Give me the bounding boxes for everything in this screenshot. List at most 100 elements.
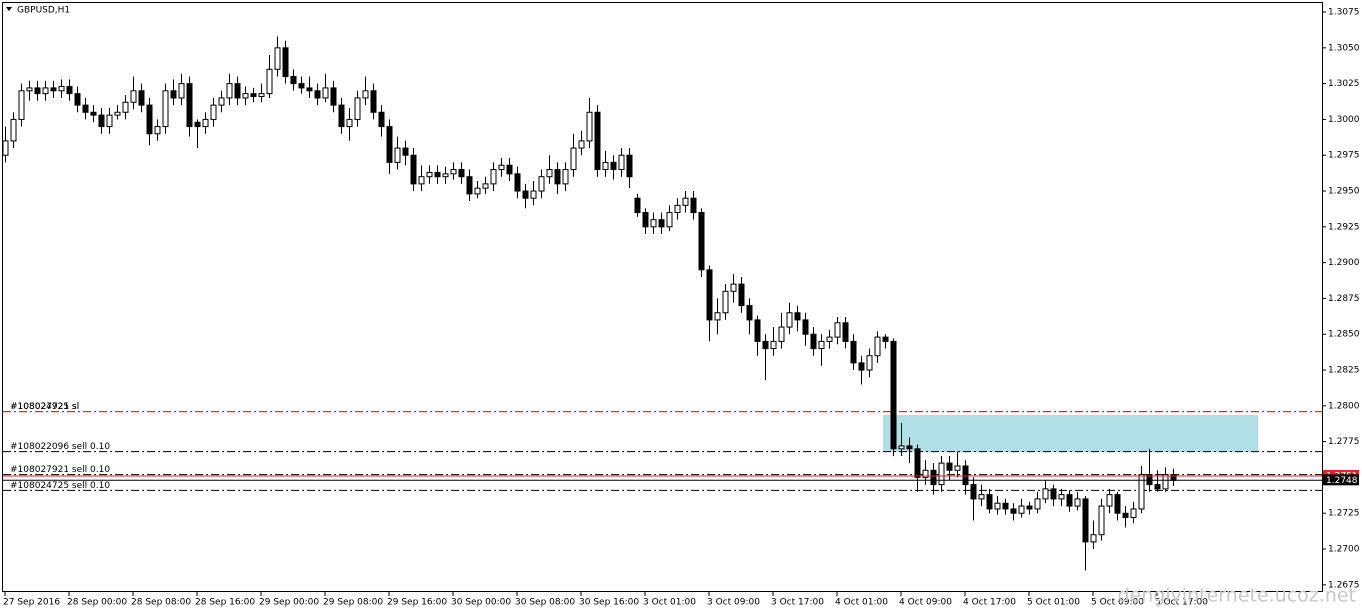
candle-body bbox=[690, 197, 697, 214]
candle-body bbox=[754, 319, 761, 342]
candle-body bbox=[650, 219, 657, 228]
candle-body bbox=[274, 47, 281, 70]
candle-body bbox=[1074, 498, 1081, 507]
x-tick-label: 29 Sep 08:00 bbox=[323, 598, 383, 608]
candle-body bbox=[490, 169, 497, 185]
y-tick-label: 1.2700 bbox=[1328, 545, 1360, 555]
plot-border bbox=[2, 2, 1323, 592]
candle-body bbox=[242, 93, 249, 99]
candle-body bbox=[826, 336, 833, 342]
candle-body bbox=[874, 336, 881, 357]
candle-body bbox=[290, 75, 297, 85]
candle-body bbox=[794, 312, 801, 321]
menu-arrow[interactable] bbox=[6, 7, 12, 11]
candle-body bbox=[562, 169, 569, 185]
candle-body bbox=[714, 312, 721, 321]
y-tick-label: 1.2850 bbox=[1328, 330, 1360, 340]
candle-body bbox=[994, 502, 1001, 510]
candle-body bbox=[122, 101, 129, 113]
candle-body bbox=[674, 204, 681, 214]
candle-body bbox=[634, 197, 641, 214]
x-tick-label: 5 Oct 01:00 bbox=[1027, 598, 1080, 608]
x-tick-label: 4 Oct 17:00 bbox=[963, 598, 1016, 608]
candle-body bbox=[730, 283, 737, 292]
x-tick-label: 5 Oct 09:00 bbox=[1091, 598, 1144, 608]
candle-body bbox=[482, 183, 489, 189]
candle-body bbox=[802, 319, 809, 335]
candle-body bbox=[98, 114, 105, 128]
candle-body bbox=[570, 147, 577, 171]
y-tick-label: 1.2925 bbox=[1328, 222, 1360, 232]
candle-body bbox=[42, 87, 49, 95]
candle-body bbox=[354, 97, 361, 120]
candle-body bbox=[1170, 474, 1177, 481]
candle-body bbox=[330, 87, 337, 106]
candle-body bbox=[538, 176, 545, 192]
candle-body bbox=[178, 83, 185, 99]
x-tick-label: 3 Oct 17:00 bbox=[771, 598, 824, 608]
candle-body bbox=[642, 212, 649, 228]
candle-body bbox=[1082, 498, 1089, 543]
x-tick-label: 30 Sep 00:00 bbox=[451, 598, 511, 608]
candle-body bbox=[258, 93, 265, 98]
candle-body bbox=[226, 83, 233, 99]
candle-body bbox=[914, 448, 921, 478]
candle-body bbox=[1106, 494, 1113, 507]
candle-body bbox=[954, 465, 961, 471]
candle-body bbox=[450, 169, 457, 175]
candle-body bbox=[202, 118, 209, 128]
order-label: #108024725 sell 0.10 bbox=[10, 481, 110, 491]
candle-body bbox=[618, 154, 625, 171]
candle-body bbox=[898, 445, 905, 450]
watermark: dengivinternete.ucoz.net bbox=[1117, 585, 1356, 607]
candle-body bbox=[578, 140, 585, 149]
x-tick-label: 4 Oct 09:00 bbox=[899, 598, 952, 608]
candle-body bbox=[1146, 474, 1153, 486]
y-tick-label: 1.3000 bbox=[1328, 115, 1360, 125]
candle-body bbox=[114, 111, 121, 116]
x-tick-label: 28 Sep 00:00 bbox=[67, 598, 127, 608]
order-label: #108024725 sl bbox=[10, 402, 79, 412]
candle-body bbox=[842, 322, 849, 342]
candle-body bbox=[962, 465, 969, 486]
candle-body bbox=[418, 176, 425, 185]
candle-body bbox=[506, 164, 513, 175]
candle-body bbox=[378, 111, 385, 128]
candle-body bbox=[298, 83, 305, 89]
candle-body bbox=[426, 171, 433, 178]
candle-body bbox=[26, 87, 33, 92]
candle-body bbox=[626, 154, 633, 178]
candle-body bbox=[594, 111, 601, 171]
candle-body bbox=[1066, 494, 1073, 507]
candle-body bbox=[1138, 474, 1145, 510]
candle-body bbox=[746, 305, 753, 321]
bid-box bbox=[1323, 474, 1359, 486]
candle-body bbox=[410, 154, 417, 185]
candle-body bbox=[1050, 488, 1057, 500]
candle-body bbox=[34, 87, 41, 95]
candle-body bbox=[74, 93, 81, 106]
candle-body bbox=[314, 90, 321, 99]
candle-body bbox=[162, 90, 169, 128]
candle-body bbox=[530, 190, 537, 199]
candle-body bbox=[338, 104, 345, 128]
candle-body bbox=[906, 445, 913, 450]
x-tick-label: 30 Sep 16:00 bbox=[579, 598, 639, 608]
order-label: #108022096 sell 0.10 bbox=[10, 442, 110, 452]
candle-body bbox=[466, 176, 473, 195]
candle-body bbox=[522, 190, 529, 199]
candle-body bbox=[186, 83, 193, 128]
x-tick-label: 3 Oct 01:00 bbox=[643, 598, 696, 608]
y-tick-label: 1.3075 bbox=[1328, 8, 1360, 18]
y-tick-label: 1.2975 bbox=[1328, 151, 1360, 161]
y-tick-label: 1.2900 bbox=[1328, 258, 1360, 268]
candle-body bbox=[514, 173, 521, 192]
y-tick-label: 1.2775 bbox=[1328, 437, 1360, 447]
candle-body bbox=[946, 462, 953, 471]
candle-body bbox=[922, 469, 929, 478]
candle-body bbox=[1114, 494, 1121, 514]
candle-body bbox=[50, 87, 57, 92]
